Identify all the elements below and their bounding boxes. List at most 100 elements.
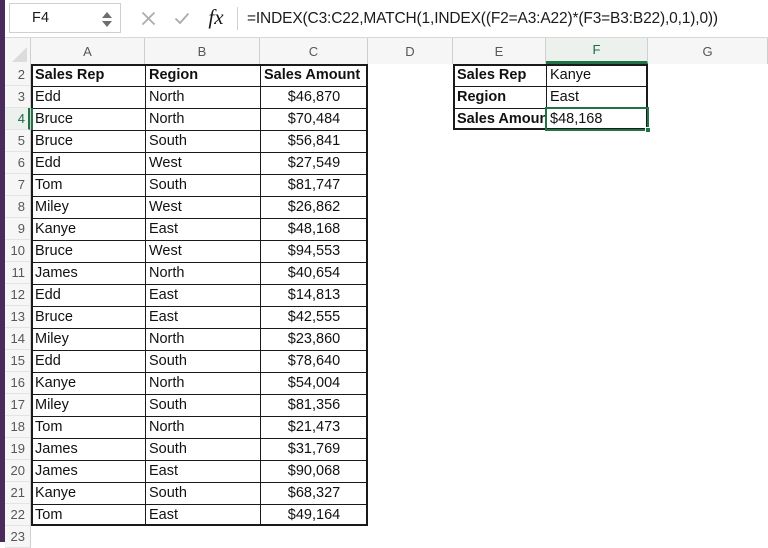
data-table-cell[interactable]: $54,004 — [260, 372, 368, 394]
data-table-cell[interactable]: Edd — [31, 86, 145, 108]
column-header-f[interactable]: F — [546, 38, 648, 64]
data-table-cell[interactable]: $26,862 — [260, 196, 368, 218]
data-table-cell[interactable]: $94,553 — [260, 240, 368, 262]
data-table-header[interactable]: Sales Rep — [31, 64, 145, 86]
data-table-cell[interactable]: Kanye — [31, 372, 145, 394]
fill-handle[interactable] — [645, 127, 651, 133]
data-table-cell[interactable]: $31,769 — [260, 438, 368, 460]
data-table-cell[interactable]: North — [145, 262, 260, 284]
row-header-17[interactable]: 17 — [5, 394, 30, 416]
lookup-label-cell[interactable]: Sales Amount — [453, 108, 546, 130]
data-table-cell[interactable]: Miley — [31, 394, 145, 416]
column-header-b[interactable]: B — [145, 38, 260, 64]
insert-function-icon[interactable]: fx — [208, 5, 224, 29]
spinner-up-icon[interactable] — [102, 11, 112, 18]
data-table-cell[interactable]: East — [145, 306, 260, 328]
row-header-15[interactable]: 15 — [5, 350, 30, 372]
data-table-cell[interactable]: East — [145, 460, 260, 482]
row-header-8[interactable]: 8 — [5, 196, 30, 218]
data-table-cell[interactable]: $46,870 — [260, 86, 368, 108]
data-table-cell[interactable]: James — [31, 460, 145, 482]
data-table-cell[interactable]: $56,841 — [260, 130, 368, 152]
column-header-e[interactable]: E — [453, 38, 546, 64]
data-table-cell[interactable]: West — [145, 152, 260, 174]
cancel-icon[interactable] — [131, 2, 165, 36]
data-table-cell[interactable]: $78,640 — [260, 350, 368, 372]
lookup-label-cell[interactable]: Region — [453, 86, 546, 108]
data-table-cell[interactable]: James — [31, 438, 145, 460]
row-header-14[interactable]: 14 — [5, 328, 30, 350]
data-table-cell[interactable]: East — [145, 218, 260, 240]
data-table-cell[interactable]: Miley — [31, 196, 145, 218]
data-table-cell[interactable]: $90,068 — [260, 460, 368, 482]
name-box-spinner[interactable] — [102, 7, 112, 31]
data-table-cell[interactable]: North — [145, 86, 260, 108]
data-table-cell[interactable]: South — [145, 394, 260, 416]
data-table-cell[interactable]: Bruce — [31, 306, 145, 328]
data-table-cell[interactable]: North — [145, 108, 260, 130]
row-header-19[interactable]: 19 — [5, 438, 30, 460]
data-table-cell[interactable]: Tom — [31, 504, 145, 526]
cells-area[interactable]: Sales Rep Region Sales Amount Edd North $46,8… — [31, 64, 768, 542]
row-header-12[interactable]: 12 — [5, 284, 30, 306]
row-header-11[interactable]: 11 — [5, 262, 30, 284]
row-header-22[interactable]: 22 — [5, 504, 30, 526]
row-header-6[interactable]: 6 — [5, 152, 30, 174]
data-table-cell[interactable]: $49,164 — [260, 504, 368, 526]
data-table-cell[interactable]: $21,473 — [260, 416, 368, 438]
data-table-cell[interactable]: South — [145, 130, 260, 152]
data-table-cell[interactable]: Bruce — [31, 240, 145, 262]
row-header-10[interactable]: 10 — [5, 240, 30, 262]
data-table-cell[interactable]: West — [145, 196, 260, 218]
data-table-cell[interactable]: South — [145, 482, 260, 504]
lookup-value-cell[interactable]: Kanye — [546, 64, 648, 86]
lookup-value-cell[interactable]: $48,168 — [546, 108, 648, 130]
confirm-check-icon[interactable] — [165, 2, 199, 36]
column-header-c[interactable]: C — [260, 38, 368, 64]
data-table-cell[interactable]: West — [145, 240, 260, 262]
data-table-cell[interactable]: Edd — [31, 350, 145, 372]
data-table-cell[interactable]: South — [145, 438, 260, 460]
data-table-cell[interactable]: North — [145, 416, 260, 438]
data-table-cell[interactable]: $48,168 — [260, 218, 368, 240]
data-table-cell[interactable]: $23,860 — [260, 328, 368, 350]
row-header-7[interactable]: 7 — [5, 174, 30, 196]
data-table-cell[interactable]: Bruce — [31, 108, 145, 130]
data-table-cell[interactable]: James — [31, 262, 145, 284]
data-table-cell[interactable]: $27,549 — [260, 152, 368, 174]
row-header-20[interactable]: 20 — [5, 460, 30, 482]
data-table-cell[interactable]: Edd — [31, 152, 145, 174]
data-table-cell[interactable]: Kanye — [31, 482, 145, 504]
data-table-cell[interactable]: East — [145, 504, 260, 526]
row-header-4[interactable]: 4 — [5, 108, 30, 130]
name-box[interactable]: F4 — [9, 3, 121, 33]
data-table-cell[interactable]: $81,747 — [260, 174, 368, 196]
data-table-cell[interactable]: Edd — [31, 284, 145, 306]
formula-input[interactable]: =INDEX(C3:C22,MATCH(1,INDEX((F2=A3:A22)*… — [247, 9, 718, 27]
row-header-23[interactable]: 23 — [5, 526, 30, 548]
column-header-a[interactable]: A — [31, 38, 145, 64]
row-header-21[interactable]: 21 — [5, 482, 30, 504]
data-table-cell[interactable]: $14,813 — [260, 284, 368, 306]
row-header-13[interactable]: 13 — [5, 306, 30, 328]
data-table-cell[interactable]: $81,356 — [260, 394, 368, 416]
data-table-cell[interactable]: Tom — [31, 174, 145, 196]
data-table-cell[interactable]: $42,555 — [260, 306, 368, 328]
row-header-9[interactable]: 9 — [5, 218, 30, 240]
data-table-cell[interactable]: Kanye — [31, 218, 145, 240]
data-table-header[interactable]: Region — [145, 64, 260, 86]
data-table-cell[interactable]: East — [145, 284, 260, 306]
spinner-down-icon[interactable] — [102, 20, 112, 27]
data-table-cell[interactable]: $40,654 — [260, 262, 368, 284]
data-table-cell[interactable]: South — [145, 174, 260, 196]
column-header-g[interactable]: G — [648, 38, 768, 64]
lookup-label-cell[interactable]: Sales Rep — [453, 64, 546, 86]
lookup-value-cell[interactable]: East — [546, 86, 648, 108]
row-header-2[interactable]: 2 — [5, 64, 30, 86]
data-table-cell[interactable]: South — [145, 350, 260, 372]
data-table-header[interactable]: Sales Amount — [260, 64, 368, 86]
row-header-3[interactable]: 3 — [5, 86, 30, 108]
data-table-cell[interactable]: Tom — [31, 416, 145, 438]
data-table-cell[interactable]: $70,484 — [260, 108, 368, 130]
data-table-cell[interactable]: Bruce — [31, 130, 145, 152]
